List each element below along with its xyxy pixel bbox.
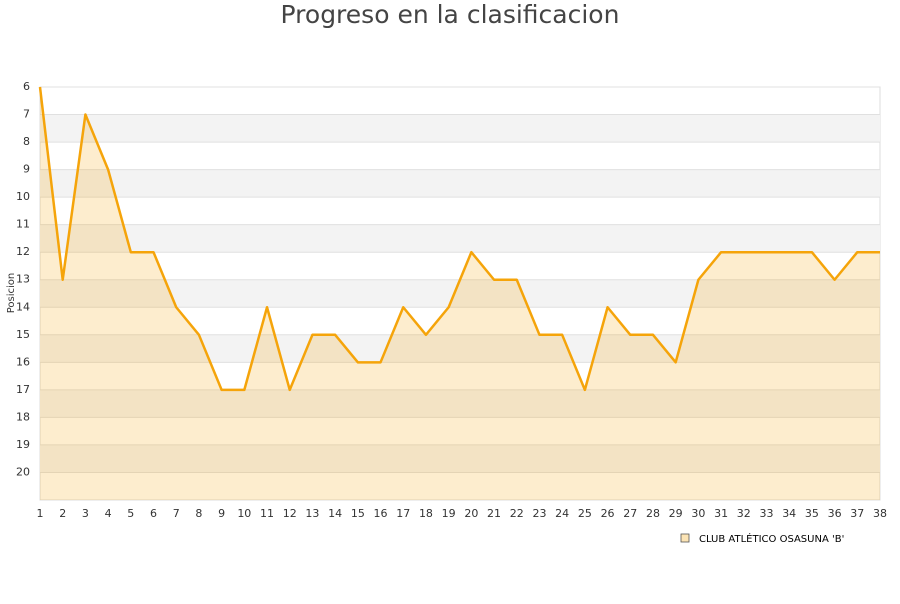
y-tick-label: 19 xyxy=(16,438,30,451)
y-tick-label: 14 xyxy=(16,300,30,313)
x-tick-label: 38 xyxy=(873,507,887,520)
x-tick-label: 3 xyxy=(82,507,89,520)
area xyxy=(40,87,880,500)
grid-band xyxy=(40,444,880,473)
y-tick-label: 18 xyxy=(16,410,30,423)
x-tick-label: 24 xyxy=(555,507,569,520)
x-tick-label: 26 xyxy=(601,507,615,520)
x-tick-label: 33 xyxy=(759,507,773,520)
y-tick-label: 11 xyxy=(16,218,30,231)
line xyxy=(38,86,880,392)
y-tick-label: 15 xyxy=(16,328,30,341)
y-tick-label: 10 xyxy=(16,190,30,203)
x-tick-label: 30 xyxy=(691,507,705,520)
x-tick-label: 11 xyxy=(260,507,274,520)
x-tick-label: 35 xyxy=(805,507,819,520)
x-tick-label: 6 xyxy=(150,507,157,520)
y-tick-label: 20 xyxy=(16,465,30,478)
x-tick-label: 23 xyxy=(532,507,546,520)
x-tick-label: 13 xyxy=(305,507,319,520)
grid-band xyxy=(40,334,880,363)
x-tick-label: 28 xyxy=(646,507,660,520)
x-tick-label: 15 xyxy=(351,507,365,520)
x-tick-label: 20 xyxy=(464,507,478,520)
y-tick-label: 12 xyxy=(16,245,30,258)
y-axis-label: Posicion xyxy=(6,273,17,314)
x-tick-label: 7 xyxy=(173,507,180,520)
y-tick-label: 16 xyxy=(16,355,30,368)
y-tick-label: 9 xyxy=(23,163,30,176)
grid-band xyxy=(40,224,880,253)
x-tick-label: 18 xyxy=(419,507,433,520)
x-tick-label: 25 xyxy=(578,507,592,520)
x-tick-label: 19 xyxy=(442,507,456,520)
grid-band xyxy=(40,279,880,308)
y-tick-label: 17 xyxy=(16,383,30,396)
x-tick-label: 34 xyxy=(782,507,796,520)
x-tick-label: 29 xyxy=(669,507,683,520)
chart-title: Progreso en la clasificacion xyxy=(281,0,620,29)
x-tick-label: 10 xyxy=(237,507,251,520)
x-tick-label: 36 xyxy=(828,507,842,520)
x-tick-label: 2 xyxy=(59,507,66,520)
x-tick-label: 14 xyxy=(328,507,342,520)
y-tick-label: 8 xyxy=(23,135,30,148)
x-tick-label: 12 xyxy=(283,507,297,520)
y-tick-label: 13 xyxy=(16,273,30,286)
legend-swatch xyxy=(680,533,690,543)
x-tick-label: 4 xyxy=(105,507,112,520)
x-tick-label: 9 xyxy=(218,507,225,520)
x-tick-label: 8 xyxy=(195,507,202,520)
x-tick-label: 21 xyxy=(487,507,501,520)
x-tick-label: 31 xyxy=(714,507,728,520)
x-tick-label: 27 xyxy=(623,507,637,520)
x-tick-label: 16 xyxy=(374,507,388,520)
x-tick-label: 5 xyxy=(127,507,134,520)
x-tick-label: 22 xyxy=(510,507,524,520)
x-tick-label: 17 xyxy=(396,507,410,520)
x-tick-label: 1 xyxy=(37,507,44,520)
y-tick-label: 6 xyxy=(23,80,30,93)
grid-band xyxy=(40,114,880,143)
x-tick-label: 32 xyxy=(737,507,751,520)
grid-band xyxy=(40,389,880,418)
legend-label: CLUB ATLÉTICO OSASUNA 'B' xyxy=(699,532,844,545)
y-tick-label: 7 xyxy=(23,108,30,121)
x-tick-label: 37 xyxy=(850,507,864,520)
grid-band xyxy=(40,169,880,198)
